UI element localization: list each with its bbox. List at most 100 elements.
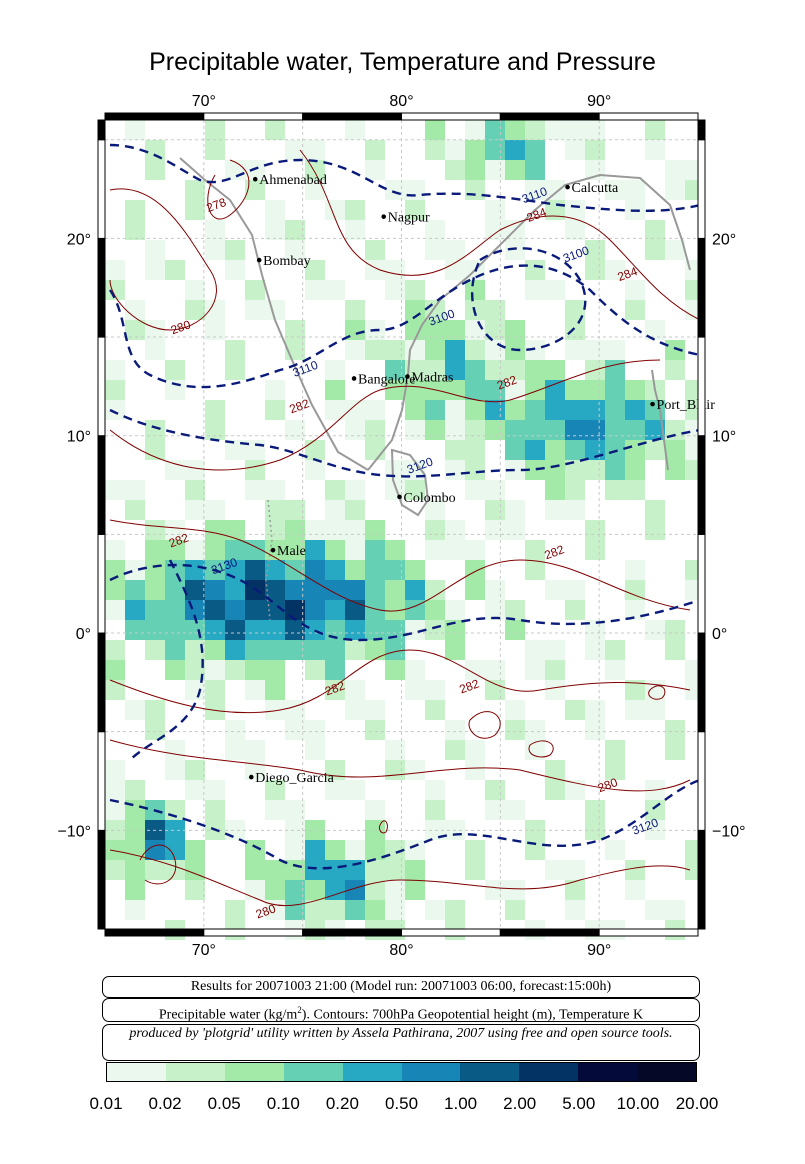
grid-cell <box>265 520 285 540</box>
grid-cell <box>605 740 625 760</box>
frame-tick <box>697 632 706 733</box>
grid-cell <box>225 660 245 680</box>
grid-cell <box>325 580 345 600</box>
temperature-contour-label: 282 <box>543 542 567 562</box>
grid-cell <box>605 480 625 500</box>
grid-cell <box>425 500 445 520</box>
grid-cell <box>285 620 305 640</box>
grid-cell <box>125 300 145 320</box>
grid-cell <box>465 140 485 160</box>
grid-cell <box>305 260 325 280</box>
grid-cell <box>165 600 185 620</box>
grid-cell <box>185 840 205 860</box>
grid-cell <box>525 140 545 160</box>
grid-cell <box>305 880 325 900</box>
grid-cell <box>625 380 645 400</box>
grid-cell <box>185 560 205 580</box>
grid-cell <box>425 800 445 820</box>
grid-cell <box>145 320 165 340</box>
grid-cell <box>145 700 165 720</box>
grid-cell <box>545 860 565 880</box>
grid-cell <box>265 580 285 600</box>
grid-cell <box>365 860 385 880</box>
frame-tick <box>104 928 205 937</box>
grid-cell <box>425 340 445 360</box>
units-info-box: Precipitable water (kg/m2). Contours: 70… <box>102 998 700 1023</box>
grid-cell <box>545 580 565 600</box>
grid-cell <box>325 640 345 660</box>
grid-cell <box>505 240 525 260</box>
grid-cell <box>665 420 685 440</box>
grid-cell <box>185 580 205 600</box>
grid-cell <box>265 380 285 400</box>
grid-cell <box>345 680 365 700</box>
city-label: Male <box>277 544 306 559</box>
grid-cell <box>265 220 285 240</box>
grid-cell <box>485 480 505 500</box>
grid-cell <box>565 860 585 880</box>
grid-cell <box>585 260 605 280</box>
left-lat-label: −10° <box>57 823 91 840</box>
grid-cell <box>365 720 385 740</box>
grid-cell <box>225 160 245 180</box>
grid-cell <box>165 460 185 480</box>
grid-cell <box>385 900 405 920</box>
grid-cell <box>425 120 445 140</box>
grid-cell <box>125 840 145 860</box>
grid-cell <box>485 580 505 600</box>
frame-tick <box>499 928 600 937</box>
bottom-lon-label: 70° <box>192 942 216 959</box>
city-dot <box>381 214 387 219</box>
grid-cell <box>205 240 225 260</box>
grid-cell <box>565 780 585 800</box>
grid-cell <box>345 540 365 560</box>
grid-cell <box>245 460 265 480</box>
colorbar-swatch <box>107 1063 166 1081</box>
top-lon-label: 90° <box>587 93 611 110</box>
grid-cell <box>385 560 405 580</box>
grid-cell <box>385 360 405 380</box>
grid-cell <box>525 820 545 840</box>
precip-suffix: ). Contours: 700hPa Geopotential height … <box>301 1007 644 1023</box>
grid-cell <box>405 320 425 340</box>
grid-cell <box>105 640 125 660</box>
grid-cell <box>645 900 665 920</box>
grid-cell <box>405 840 425 860</box>
grid-cell <box>545 500 565 520</box>
grid-cell <box>505 600 525 620</box>
grid-cell <box>605 260 625 280</box>
city-dot <box>248 774 254 780</box>
grid-cell <box>325 480 345 500</box>
grid-cell <box>225 340 245 360</box>
frame-tick <box>203 928 304 937</box>
grid-cell <box>505 460 525 480</box>
grid-cell <box>605 640 625 660</box>
grid-cell <box>665 620 685 640</box>
grid-cell <box>465 860 485 880</box>
grid-cell <box>285 500 305 520</box>
grid-cell <box>445 320 465 340</box>
grid-cell <box>505 500 525 520</box>
grid-cell <box>345 780 365 800</box>
grid-cell <box>405 600 425 620</box>
grid-cell <box>585 620 605 640</box>
frame-tick <box>697 139 706 239</box>
frame-tick <box>97 139 106 239</box>
grid-cell <box>265 860 285 880</box>
grid-cell <box>565 300 585 320</box>
temperature-contour-label: 278 <box>204 195 228 215</box>
grid-cell <box>265 480 285 500</box>
grid-cell <box>365 620 385 640</box>
grid-cell <box>605 460 625 480</box>
grid-cell <box>585 720 605 740</box>
grid-cell <box>385 600 405 620</box>
grid-cell <box>505 800 525 820</box>
grid-cell <box>225 360 245 380</box>
grid-cell <box>645 700 665 720</box>
frame-tick <box>97 237 106 338</box>
colorbar-swatch <box>519 1063 579 1081</box>
grid-cell <box>305 600 325 620</box>
grid-cell <box>485 220 505 240</box>
grid-cell <box>425 700 445 720</box>
grid-cell <box>125 900 145 920</box>
